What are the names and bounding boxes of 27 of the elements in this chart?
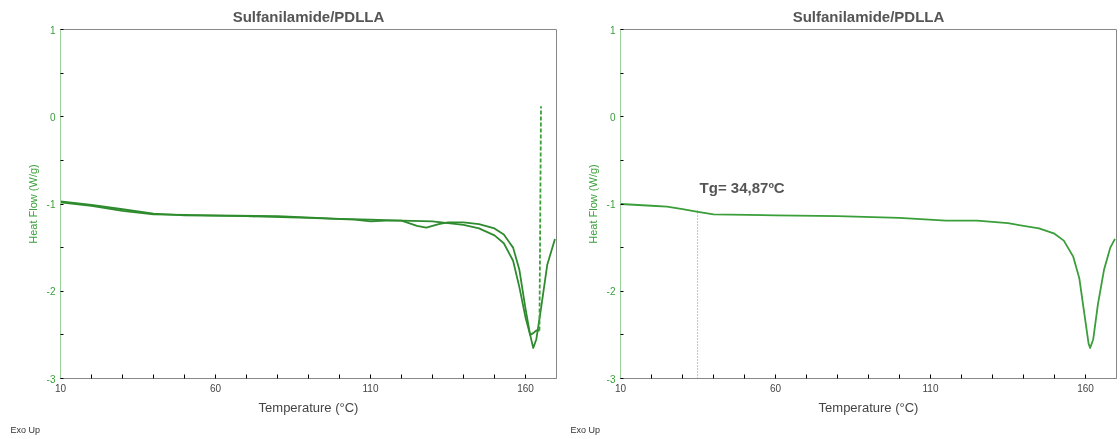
- text: Exo Up: [570, 424, 601, 435]
- x-tick-label: 60: [209, 382, 222, 394]
- x-tick-label: 160: [1077, 382, 1095, 394]
- y-tick-label: -3: [606, 373, 616, 385]
- annotation: Tg= 34,87ºC: [699, 179, 785, 197]
- y-tick-label: 0: [609, 111, 616, 123]
- text: Exo Up: [10, 424, 41, 435]
- x-axis-title: Temperature (°C): [818, 399, 919, 415]
- y-axis-title: Heat Flow (W/g): [586, 164, 599, 244]
- x-tick-label: 60: [769, 382, 782, 394]
- y-tick-label: -2: [46, 286, 56, 298]
- chart-title: Sulfanilamide/PDLLA: [792, 7, 945, 25]
- y-tick-label: -1: [606, 199, 616, 210]
- x-tick-label: 160: [517, 382, 535, 394]
- y-tick-label: 1: [49, 24, 56, 36]
- x-tick-label: 10: [54, 382, 67, 394]
- y-tick-label: 0: [49, 111, 56, 123]
- y-tick-label: 1: [609, 24, 616, 36]
- x-tick-label: 110: [362, 382, 379, 394]
- x-tick-label: 10: [614, 382, 627, 394]
- chart-title: Sulfanilamide/PDLLA: [232, 7, 385, 25]
- y-tick-label: -2: [606, 286, 616, 298]
- x-axis-title: Temperature (°C): [258, 399, 359, 415]
- y-tick-label: -3: [46, 373, 56, 385]
- y-axis-title: Heat Flow (W/g): [26, 164, 39, 244]
- x-tick-label: 110: [922, 382, 939, 394]
- y-tick-label: -1: [46, 199, 56, 210]
